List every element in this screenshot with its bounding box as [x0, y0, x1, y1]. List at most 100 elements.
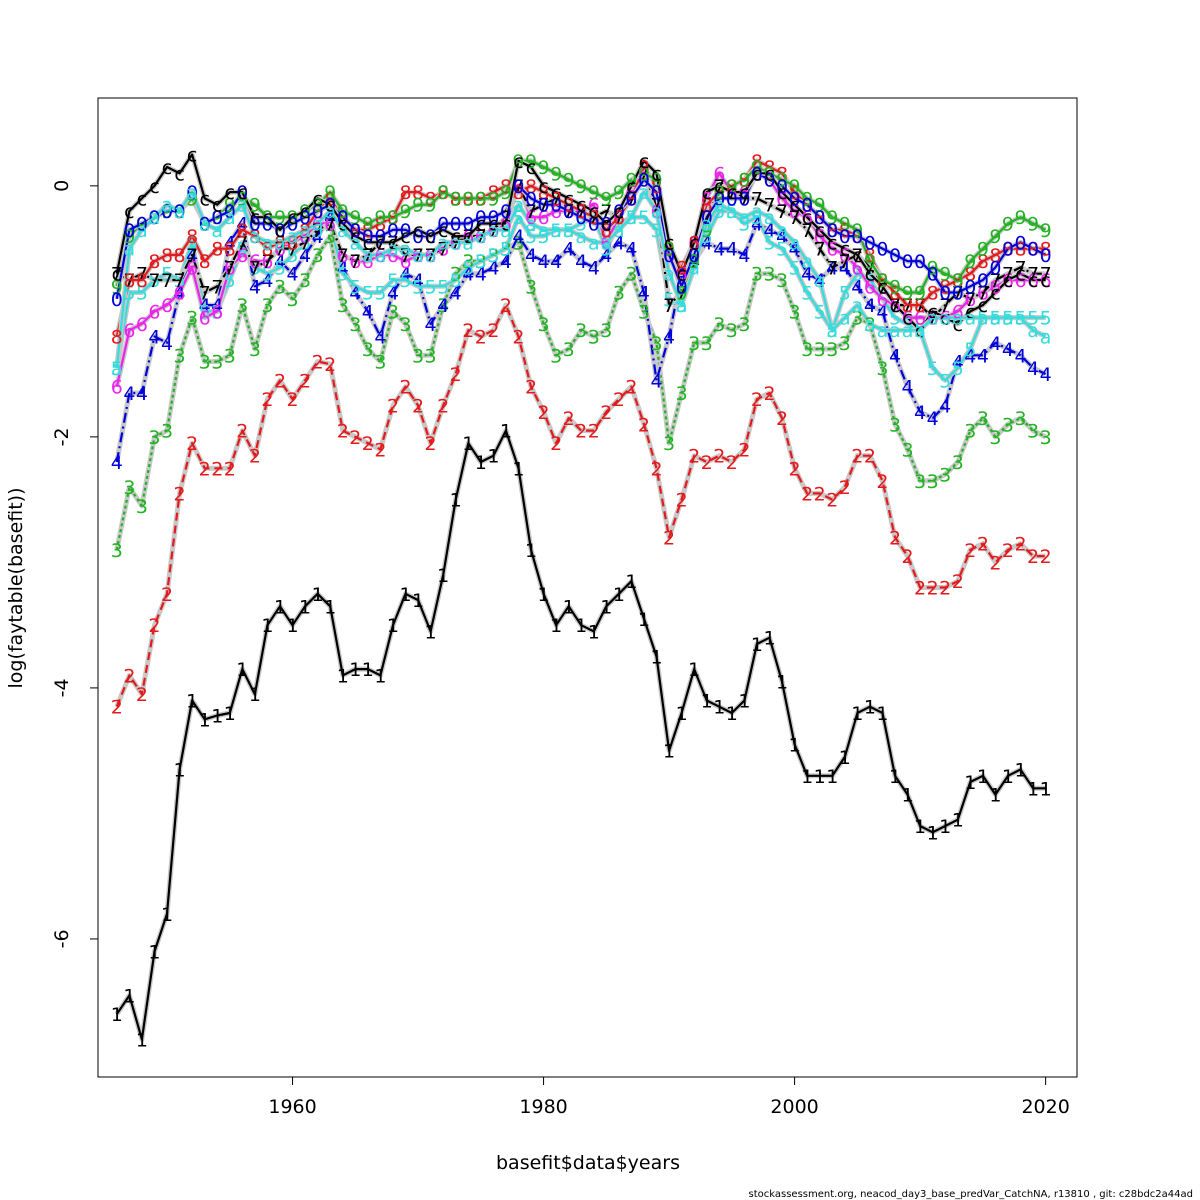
- point-label-5: 5: [1027, 308, 1039, 330]
- point-label-9: 9: [199, 214, 211, 236]
- point-label-6: 6: [625, 182, 637, 204]
- series-c-line: [115, 153, 1046, 332]
- point-label-4: 4: [814, 270, 826, 292]
- point-label-6: 6: [399, 251, 411, 273]
- point-label-4: 4: [312, 226, 324, 248]
- point-label-7: 7: [261, 251, 273, 273]
- point-label-8: 8: [148, 251, 160, 273]
- point-label-1: 1: [550, 615, 562, 637]
- point-label-2: 2: [650, 458, 662, 480]
- point-label-9: 9: [776, 170, 788, 192]
- point-label-7: 7: [889, 295, 901, 317]
- point-label-9: 9: [575, 176, 587, 198]
- point-label-c: c: [614, 201, 624, 223]
- point-label-1: 1: [876, 703, 888, 725]
- point-label-0: 0: [550, 195, 562, 217]
- point-label-9: 9: [801, 188, 813, 210]
- point-label-4: 4: [600, 245, 612, 267]
- point-label-9: 9: [111, 276, 123, 298]
- point-label-4: 4: [638, 283, 650, 305]
- point-label-0: 0: [174, 201, 186, 223]
- point-label-3: 3: [512, 232, 524, 254]
- point-label-2: 2: [939, 578, 951, 600]
- point-label-4: 4: [349, 283, 361, 305]
- point-label-c: c: [325, 195, 335, 217]
- point-label-4: 4: [224, 232, 236, 254]
- point-label-a: a: [136, 220, 148, 242]
- point-label-a: a: [613, 220, 625, 242]
- point-label-2: 2: [425, 433, 437, 455]
- point-label-6: 6: [487, 220, 499, 242]
- point-label-6: 6: [111, 377, 123, 399]
- point-label-8: 8: [362, 220, 374, 242]
- point-label-6: 6: [650, 201, 662, 223]
- point-label-8: 8: [789, 182, 801, 204]
- point-label-1: 1: [487, 446, 499, 468]
- point-label-6: 6: [713, 163, 725, 185]
- point-label-3: 3: [1014, 408, 1026, 430]
- point-label-c: c: [1040, 270, 1050, 292]
- point-label-1: 1: [274, 596, 286, 618]
- point-label-1: 1: [362, 659, 374, 681]
- point-label-1: 1: [174, 759, 186, 781]
- point-label-0: 0: [738, 188, 750, 210]
- point-label-8: 8: [136, 270, 148, 292]
- point-label-4: 4: [186, 245, 198, 267]
- point-label-8: 8: [939, 276, 951, 298]
- point-label-c: c: [112, 264, 122, 286]
- point-label-6: 6: [500, 214, 512, 236]
- point-label-9: 9: [261, 207, 273, 229]
- point-label-4: 4: [324, 207, 336, 229]
- series-9-line: [115, 159, 1047, 294]
- point-label-3: 3: [299, 270, 311, 292]
- point-label-2: 2: [1027, 546, 1039, 568]
- point-label-a: a: [563, 220, 575, 242]
- point-label-3: 3: [801, 339, 813, 361]
- point-label-c: c: [702, 182, 712, 204]
- point-label-8: 8: [952, 270, 964, 292]
- point-label-3: 3: [638, 301, 650, 323]
- point-label-c: c: [576, 195, 586, 217]
- point-label-3: 3: [312, 245, 324, 267]
- point-label-6: 6: [600, 232, 612, 254]
- point-label-a: a: [387, 239, 399, 261]
- point-label-6: 6: [638, 163, 650, 185]
- point-label-1: 1: [625, 571, 637, 593]
- point-label-8: 8: [475, 188, 487, 210]
- series-2-line: [115, 304, 1046, 708]
- point-label-2: 2: [337, 421, 349, 443]
- point-label-7: 7: [789, 207, 801, 229]
- point-label-0: 0: [399, 220, 411, 242]
- point-label-9: 9: [663, 239, 675, 261]
- point-label-1: 1: [374, 665, 386, 687]
- point-label-5: 5: [864, 270, 876, 292]
- point-label-8: 8: [676, 257, 688, 279]
- point-label-9: 9: [249, 195, 261, 217]
- point-label-c: c: [1015, 264, 1025, 286]
- point-label-6: 6: [174, 283, 186, 305]
- point-label-0: 0: [450, 214, 462, 236]
- point-label-6: 6: [977, 283, 989, 305]
- point-label-7: 7: [563, 201, 575, 223]
- point-label-9: 9: [964, 251, 976, 273]
- point-label-6: 6: [738, 182, 750, 204]
- point-label-5: 5: [324, 214, 336, 236]
- point-label-2: 2: [676, 490, 688, 512]
- point-label-c: c: [563, 188, 573, 210]
- point-label-3: 3: [274, 276, 286, 298]
- point-label-c: c: [877, 276, 887, 298]
- point-label-8: 8: [161, 245, 173, 267]
- point-label-0: 0: [161, 201, 173, 223]
- point-label-6: 6: [450, 232, 462, 254]
- point-label-6: 6: [776, 188, 788, 210]
- point-label-2: 2: [500, 295, 512, 317]
- point-label-1: 1: [789, 734, 801, 756]
- point-label-9: 9: [851, 220, 863, 242]
- point-label-2: 2: [776, 408, 788, 430]
- point-label-2: 2: [299, 370, 311, 392]
- point-label-7: 7: [713, 176, 725, 198]
- point-label-2: 2: [726, 452, 738, 474]
- point-label-1: 1: [399, 584, 411, 606]
- point-label-c: c: [438, 220, 448, 242]
- point-label-1: 1: [701, 690, 713, 712]
